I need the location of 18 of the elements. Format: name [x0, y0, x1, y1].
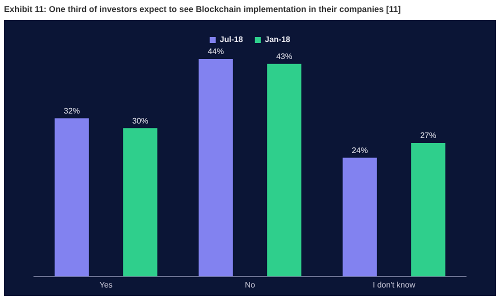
- bar: [54, 118, 89, 276]
- data-label: 24%: [352, 146, 368, 155]
- x-tick-label: No: [244, 280, 256, 290]
- data-label: 44%: [208, 47, 224, 56]
- legend-label: Jul-18: [220, 35, 244, 44]
- bar: [411, 142, 446, 276]
- legend-label: Jan-18: [264, 35, 291, 44]
- bar: [267, 64, 302, 276]
- bar: [123, 128, 158, 276]
- data-label: 32%: [64, 106, 80, 116]
- data-label: 27%: [420, 131, 436, 140]
- bar: [342, 158, 377, 276]
- bar: [198, 58, 233, 276]
- data-label: 43%: [276, 52, 292, 62]
- x-tick-label: I don't know: [372, 280, 416, 290]
- data-label: 30%: [132, 116, 148, 126]
- x-tick-label: Yes: [99, 280, 113, 290]
- chart-title: Exhibit 11: One third of investors expect to see Blockchain implementation in their companies [11]: [4, 4, 402, 14]
